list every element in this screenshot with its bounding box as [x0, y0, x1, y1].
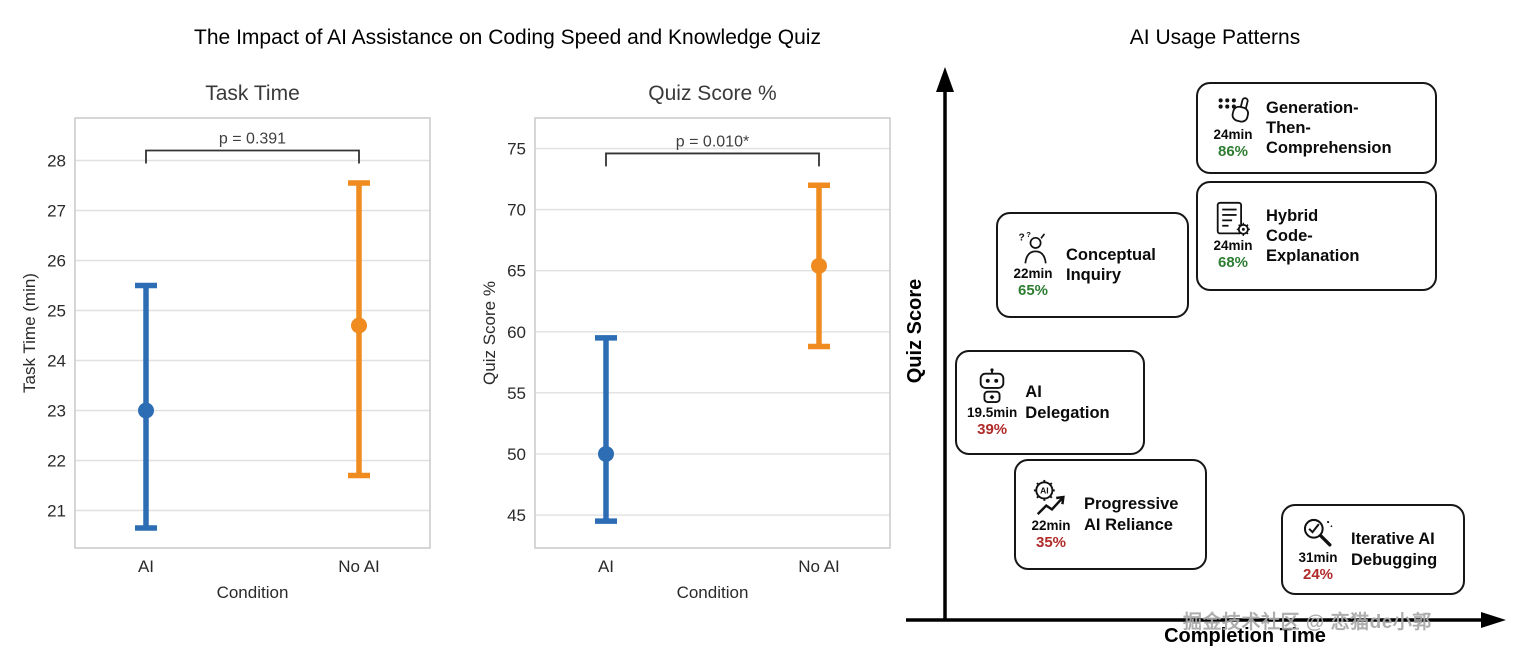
- document-gear-icon: [1215, 201, 1251, 237]
- pattern-card-stats: 24min 68%: [1208, 201, 1258, 271]
- svg-text:?: ?: [1026, 231, 1031, 239]
- mean-marker: [598, 445, 614, 462]
- pattern-score: 24%: [1302, 565, 1334, 583]
- y-tick-label: 27: [47, 202, 66, 221]
- pattern-card-conceptual-inquiry: ? ? 22min 65% Conceptual Inquiry: [996, 212, 1189, 318]
- y-tick-label: 21: [47, 502, 66, 521]
- typing-hand-icon: [1215, 96, 1251, 126]
- plot-border: [74, 117, 431, 549]
- plot-background: [75, 118, 430, 548]
- pattern-score: 86%: [1217, 143, 1249, 160]
- pattern-card-iterative-ai-debugging: 31min 24% Iterative AI Debugging: [1281, 504, 1465, 595]
- pattern-time: 31min: [1298, 549, 1338, 565]
- pattern-card-stats: AI 22min 35%: [1026, 479, 1076, 551]
- pattern-label: Hybrid Code- Explanation: [1266, 206, 1360, 266]
- pattern-card-stats: 31min 24%: [1293, 517, 1343, 583]
- svg-text:AI: AI: [1040, 485, 1049, 495]
- x-tick-label: No AI: [798, 557, 840, 576]
- mean-marker: [138, 402, 154, 419]
- task-time-chart: 21 22 23 24 25 26 27 28 Task Time AI No AI p = 0.39…: [20, 82, 431, 602]
- magnifier-check-icon: [1301, 517, 1335, 549]
- y-axis-label: Quiz Score %: [480, 281, 499, 385]
- pattern-card-stats: 19.5min 39%: [967, 367, 1018, 438]
- pattern-score: 65%: [1017, 282, 1049, 299]
- pattern-score: 68%: [1217, 254, 1249, 271]
- x-axis-label: Condition: [217, 583, 289, 602]
- x-axis-arrowhead: [1481, 612, 1506, 628]
- pattern-time: 22min: [1013, 266, 1053, 281]
- y-tick-label: 28: [47, 152, 66, 171]
- y-tick-label: 45: [507, 506, 526, 525]
- thinking-person-icon: ? ?: [1017, 230, 1049, 265]
- pattern-card-stats: 24min 86%: [1208, 96, 1258, 160]
- pattern-score: 35%: [1035, 533, 1067, 551]
- quiz-score-chart: 45 50 55 60 65 70 75 Quiz Score % AI No AI p = 0.0…: [480, 82, 891, 602]
- y-tick-label: 50: [507, 445, 526, 464]
- pattern-time: 24min: [1213, 238, 1253, 253]
- y-tick-label: 22: [47, 452, 66, 471]
- pattern-label: Progressive AI Reliance: [1084, 495, 1179, 534]
- usage-panel-title: AI Usage Patterns: [1129, 26, 1301, 49]
- main-title: The Impact of AI Assistance on Coding Sp…: [194, 26, 821, 49]
- y-tick-label: 70: [507, 201, 526, 220]
- y-tick-label: 75: [507, 140, 526, 159]
- pattern-time: 19.5min: [967, 404, 1018, 420]
- x-tick-label: AI: [598, 557, 614, 576]
- pattern-card-ai-delegation: 19.5min 39% AI Delegation: [955, 350, 1145, 455]
- x-tick-label: AI: [138, 557, 154, 576]
- plot-border: [534, 117, 891, 549]
- mean-marker: [351, 317, 367, 334]
- y-tick-label: 65: [507, 262, 526, 281]
- y-tick-label: 24: [47, 352, 66, 371]
- plot-background: [535, 118, 890, 548]
- pattern-label: Iterative AI Debugging: [1351, 530, 1438, 569]
- pattern-time: 22min: [1031, 517, 1071, 533]
- pattern-card-progressive-ai-reliance: AI 22min 35% Progressive AI Reliance: [1014, 459, 1207, 570]
- ai-gear-growth-icon: AI: [1032, 479, 1070, 517]
- y-tick-label: 23: [47, 402, 66, 421]
- pattern-label: AI Delegation: [1025, 383, 1110, 422]
- significance-bracket: [605, 152, 820, 167]
- y-tick-label: 55: [507, 384, 526, 403]
- pattern-card-hybrid-code-explanation: 24min 68% Hybrid Code- Explanation: [1196, 181, 1437, 291]
- chart-title: Task Time: [205, 82, 300, 105]
- significance-bracket: [145, 149, 360, 164]
- pattern-label: Generation- Then- Comprehension: [1266, 98, 1392, 158]
- pattern-time: 24min: [1213, 127, 1253, 142]
- p-value-label: p = 0.010*: [676, 133, 749, 150]
- svg-text:?: ?: [1019, 232, 1025, 243]
- x-tick-label: No AI: [338, 557, 380, 576]
- mean-marker: [811, 257, 827, 274]
- x-axis-label: Condition: [677, 583, 749, 602]
- y-tick-label: 60: [507, 323, 526, 342]
- usage-axes: [906, 67, 1506, 628]
- usage-x-axis-label: Completion Time: [1164, 625, 1326, 647]
- pattern-card-generation-then-comprehension: 24min 86% Generation- Then- Comprehensio…: [1196, 82, 1437, 174]
- y-tick-label: 25: [47, 302, 66, 321]
- pattern-label: Conceptual Inquiry: [1066, 245, 1156, 284]
- pattern-score: 39%: [977, 420, 1008, 438]
- chart-title: Quiz Score %: [648, 82, 776, 105]
- pattern-card-stats: ? ? 22min 65%: [1008, 230, 1058, 299]
- y-axis-label: Task Time (min): [20, 273, 39, 393]
- p-value-label: p = 0.391: [219, 131, 286, 148]
- watermark: 掘金技术社区 @ 恋猫de小郭: [1183, 612, 1432, 633]
- y-axis-arrowhead: [936, 67, 954, 92]
- robot-icon: [975, 367, 1009, 404]
- y-tick-label: 26: [47, 252, 66, 271]
- usage-y-axis-label: Quiz Score: [904, 278, 926, 384]
